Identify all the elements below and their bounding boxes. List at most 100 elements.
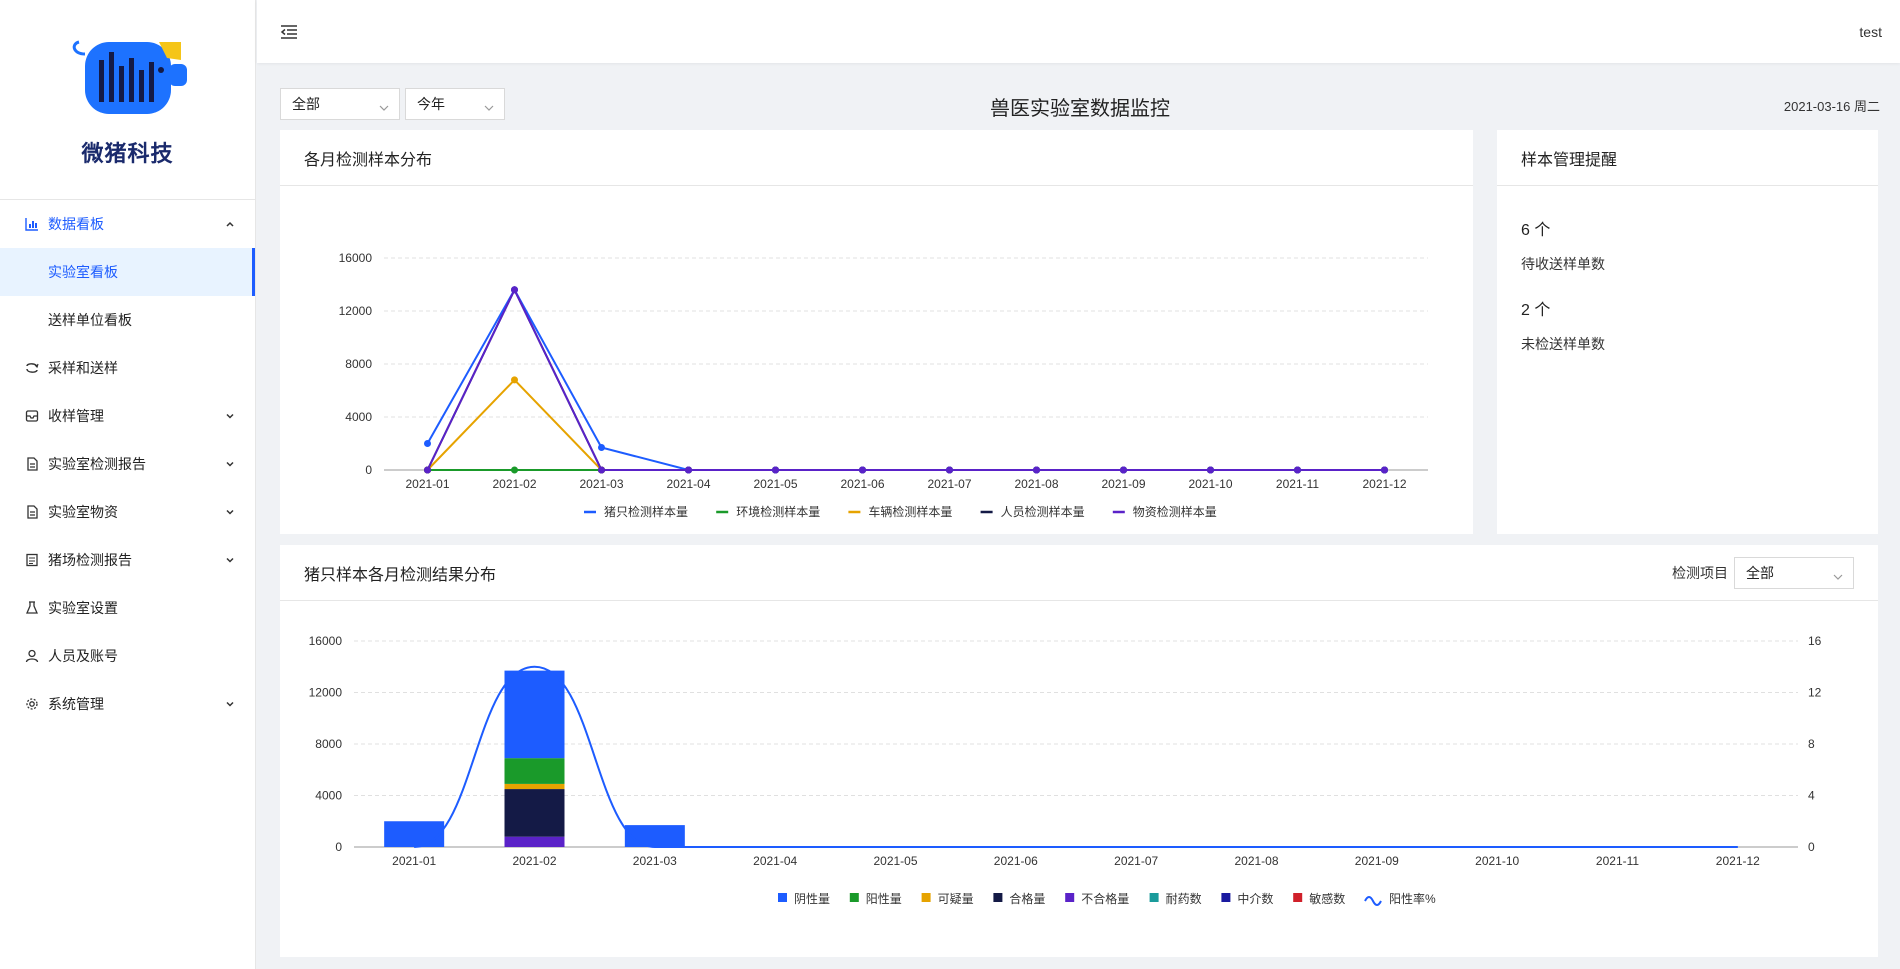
legend-label: 车辆检测样本量	[868, 504, 952, 519]
sidebar-item-data-board[interactable]: 数据看板	[0, 200, 255, 248]
sidebar-item-users[interactable]: 人员及账号	[0, 632, 255, 680]
data-point	[1294, 466, 1301, 474]
brand-logo: 微猪科技	[0, 0, 255, 200]
test-item-filter: 检测项目 全部	[1672, 557, 1854, 589]
x-tick-label: 2021-03	[633, 854, 677, 868]
sidebar-item-label: 实验室看板	[48, 264, 118, 280]
legend-swatch	[778, 893, 787, 902]
legend-swatch	[921, 893, 931, 902]
x-tick-label: 2021-02	[512, 854, 556, 868]
legend-swatch	[993, 893, 1003, 902]
x-tick-label: 2021-09	[1355, 854, 1399, 868]
x-tick-label: 2021-02	[492, 477, 536, 491]
user-icon	[24, 648, 40, 664]
pending-receive-count: 6 个	[1521, 222, 1551, 239]
x-tick-label: 2021-08	[1234, 854, 1278, 868]
samples-line-chart: 0 4000 8000 12000 16000 2021-01 2021-02 2021-03…	[339, 251, 1428, 519]
x-tick-label: 2021-11	[1276, 477, 1319, 491]
current-date: 2021-03-16 周二	[1783, 99, 1880, 114]
pig-logo-icon	[72, 40, 187, 114]
sidebar-item-lab-reports[interactable]: 实验室检测报告	[0, 440, 255, 488]
data-point	[1381, 466, 1388, 474]
scope-select-value: 全部	[292, 96, 320, 112]
panel-title: 样本管理提醒	[1497, 130, 1878, 186]
sidebar-item-lab-supplies[interactable]: 实验室物资	[0, 488, 255, 536]
x-tick-label: 2021-06	[840, 477, 884, 491]
x-tick-label: 2021-04	[753, 854, 797, 868]
x-tick-label: 2021-08	[1014, 477, 1058, 491]
sidebar-item-label: 收样管理	[48, 408, 104, 424]
legend-label: 物资检测样本量	[1133, 504, 1217, 519]
period-select-value: 今年	[417, 96, 445, 112]
data-point	[511, 466, 518, 474]
x-tick-label: 2021-10	[1475, 854, 1519, 868]
legend-swatch	[1065, 893, 1075, 902]
y-tick-label: 8000	[345, 357, 372, 371]
sidebar-item-label: 实验室物资	[48, 504, 118, 520]
legend-label: 环境检测样本量	[736, 504, 820, 519]
y-tick-label: 12000	[309, 686, 343, 700]
sidebar: 微猪科技 数据看板 实验室看板 送样单位看板 采样和送样 收样管理 实验室检测报…	[0, 0, 256, 969]
sidebar-menu: 数据看板 实验室看板 送样单位看板 采样和送样 收样管理 实验室检测报告 实验室…	[0, 200, 255, 728]
legend-swatch	[849, 893, 859, 902]
user-name[interactable]: test	[1859, 24, 1882, 40]
reminder-panel: 样本管理提醒 6 个 待收送样单数 2 个 未检送样单数	[1497, 130, 1878, 534]
file-icon	[24, 504, 40, 520]
y-tick-label: 16000	[339, 251, 373, 265]
gear-icon	[24, 696, 40, 712]
sidebar-item-lab-board[interactable]: 实验室看板	[0, 248, 255, 296]
panel-title-text: 猪只样本各月检测结果分布	[304, 566, 497, 584]
scope-select[interactable]: 全部	[280, 88, 400, 120]
chevron-down-icon	[225, 555, 235, 565]
x-tick-label: 2021-01	[405, 477, 449, 491]
bar-segment	[504, 836, 565, 847]
chevron-down-icon	[225, 507, 235, 517]
data-point	[598, 466, 605, 474]
chevron-down-icon	[1833, 569, 1843, 580]
sidebar-item-system[interactable]: 系统管理	[0, 680, 255, 728]
x-tick-label: 2021-07	[1114, 854, 1158, 868]
sidebar-item-sampling[interactable]: 采样和送样	[0, 344, 255, 392]
samples-panel: 各月检测样本分布 0 4000 8000 12000 16000 2021-01 2021-…	[280, 130, 1473, 534]
bar-segment	[504, 670, 565, 759]
legend-label: 阳性率%	[1389, 891, 1436, 906]
inbox-icon	[24, 408, 40, 424]
data-point	[1120, 466, 1127, 474]
series-line	[426, 287, 1385, 471]
sidebar-item-receiving[interactable]: 收样管理	[0, 392, 255, 440]
rate-line	[414, 665, 1738, 848]
y2-tick-label: 16	[1808, 634, 1822, 648]
panel-title: 猪只样本各月检测结果分布 检测项目 全部	[280, 545, 1878, 601]
menu-fold-icon[interactable]	[279, 22, 299, 42]
brand-name: 微猪科技	[81, 140, 174, 166]
y-tick-label: 12000	[339, 304, 373, 318]
data-point	[598, 443, 605, 451]
sidebar-item-farm-reports[interactable]: 猪场检测报告	[0, 536, 255, 584]
bar-segment	[384, 821, 445, 847]
results-bar-chart: 0 4000 8000 12000 16000 0 4 8 12 16 2021-01 2021-02…	[309, 634, 1822, 906]
report-icon	[24, 552, 40, 568]
legend-swatch	[1221, 893, 1231, 902]
data-point	[511, 376, 518, 384]
data-point	[511, 286, 518, 294]
period-select[interactable]: 今年	[405, 88, 505, 120]
reminder-list: 6 个 待收送样单数 2 个 未检送样单数	[1497, 216, 1878, 354]
y2-tick-label: 12	[1808, 686, 1822, 700]
data-point	[685, 466, 692, 474]
data-point	[1033, 466, 1040, 474]
bar-segment	[504, 758, 565, 784]
x-tick-label: 2021-06	[994, 854, 1038, 868]
x-tick-label: 2021-12	[1716, 854, 1760, 868]
legend-label: 敏感数	[1309, 891, 1345, 906]
flask-icon	[24, 600, 40, 616]
pending-test-count: 2 个	[1521, 302, 1551, 319]
y-tick-label: 4000	[315, 789, 342, 803]
test-item-select[interactable]: 全部	[1734, 557, 1854, 589]
sidebar-item-label: 猪场检测报告	[48, 552, 132, 568]
x-tick-label: 2021-04	[666, 477, 710, 491]
data-point	[859, 466, 866, 474]
y-tick-label: 0	[365, 463, 372, 477]
sidebar-item-sender-board[interactable]: 送样单位看板	[0, 296, 255, 344]
sidebar-item-lab-settings[interactable]: 实验室设置	[0, 584, 255, 632]
y-tick-label: 0	[335, 840, 342, 854]
